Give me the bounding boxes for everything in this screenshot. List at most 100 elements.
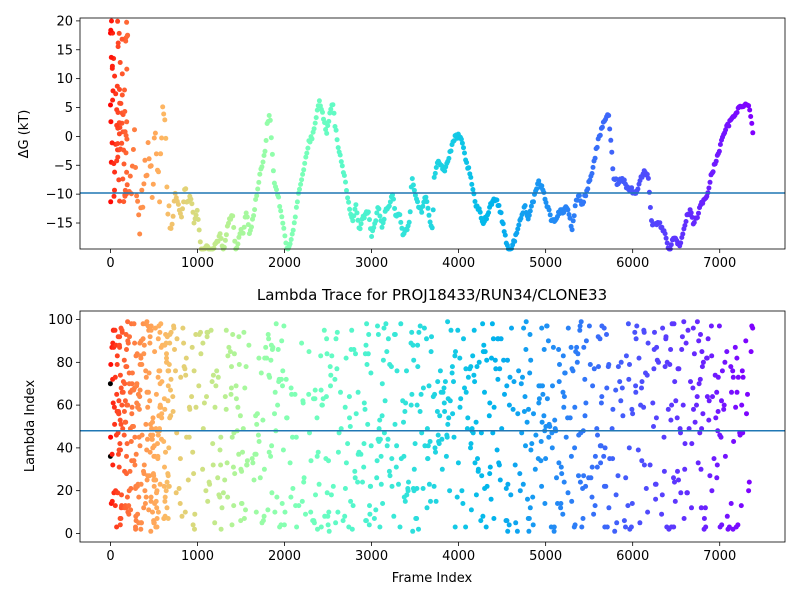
lambda-trace-point <box>568 344 574 350</box>
lambda-trace-point <box>144 319 150 325</box>
lambda-trace-point <box>577 479 583 485</box>
lambda-trace-point <box>707 473 713 479</box>
lambda-trace-point <box>592 453 598 459</box>
lambda-trace-point <box>447 488 453 494</box>
delta-g-point <box>498 210 504 216</box>
delta-g-point <box>599 124 605 130</box>
lambda-trace-point <box>690 385 696 391</box>
lambda-trace-point <box>582 376 588 382</box>
delta-g-point <box>404 227 410 233</box>
lambda-trace-point <box>691 406 696 412</box>
lambda-trace-point <box>123 419 129 425</box>
delta-g-point <box>115 18 121 24</box>
lambda-trace-point <box>668 347 674 352</box>
lambda-trace-point <box>432 445 438 451</box>
lambda-trace-point <box>470 430 476 436</box>
delta-g-point <box>111 193 117 199</box>
lambda-trace-point <box>281 323 287 329</box>
lambda-trace-point <box>268 357 274 363</box>
delta-g-point <box>373 218 379 224</box>
lambda-trace-point <box>142 501 148 506</box>
lambda-trace-point <box>140 336 146 342</box>
lambda-trace-point <box>547 424 553 429</box>
lambda-trace-point <box>735 522 741 528</box>
lambda-trace-point <box>550 383 555 389</box>
lambda-trace-point <box>645 340 651 346</box>
lambda-trace-point <box>269 490 275 496</box>
lambda-trace-y-tick-label: 0 <box>65 527 73 542</box>
lambda-trace-point <box>122 381 128 387</box>
lambda-trace-point <box>154 524 160 530</box>
lambda-trace-point <box>155 432 161 438</box>
lambda-trace-point <box>151 520 157 526</box>
delta-g-point <box>230 213 236 219</box>
lambda-trace-point <box>275 347 281 352</box>
lambda-trace-point <box>270 344 276 350</box>
delta-g-point <box>193 212 199 218</box>
lambda-trace-point <box>698 505 704 511</box>
lambda-trace-point <box>591 511 597 517</box>
delta-g-point <box>112 73 118 79</box>
lambda-trace-point <box>629 501 635 506</box>
delta-g-point <box>337 152 343 158</box>
lambda-trace-point <box>209 379 215 385</box>
delta-g-point <box>644 171 650 177</box>
delta-g-point <box>189 201 195 207</box>
delta-g-point <box>135 198 141 204</box>
lambda-trace-point <box>620 413 626 419</box>
lambda-trace-point <box>721 402 727 408</box>
delta-g-point <box>723 127 729 133</box>
lambda-trace-point <box>603 483 609 489</box>
delta-g-point <box>157 199 163 205</box>
delta-g-point <box>166 203 172 209</box>
delta-g-point <box>419 209 425 215</box>
lambda-trace-point <box>253 451 259 457</box>
lambda-trace-point <box>246 342 252 348</box>
delta-g-point <box>657 220 663 226</box>
lambda-trace-point <box>425 456 431 462</box>
delta-g-point <box>240 230 246 236</box>
lambda-trace-point <box>714 389 720 395</box>
delta-g-point <box>526 212 532 218</box>
delta-g-point <box>158 151 164 157</box>
delta-g-point <box>150 181 156 187</box>
lambda-trace-point <box>157 481 163 487</box>
lambda-trace-point <box>468 507 474 513</box>
lambda-trace-point <box>254 411 260 417</box>
lambda-trace-point <box>375 323 380 329</box>
lambda-trace-x-tick-label: 7000 <box>703 549 736 564</box>
lambda-trace-point <box>461 336 466 342</box>
delta-g-point <box>163 135 169 141</box>
delta-g-point <box>139 187 145 193</box>
lambda-trace-point <box>581 473 587 479</box>
lambda-trace-point <box>694 394 700 400</box>
lambda-trace-point <box>268 453 274 459</box>
delta-g-point <box>124 169 130 175</box>
lambda-trace-point <box>630 411 636 417</box>
lambda-trace-point <box>510 406 516 412</box>
lambda-trace-point <box>551 524 557 530</box>
lambda-trace-point <box>136 494 142 500</box>
lambda-trace-point <box>363 518 369 524</box>
delta-g-point <box>397 212 403 218</box>
lambda-trace-point <box>165 383 171 389</box>
lambda-trace-point <box>208 327 214 333</box>
delta-g-point <box>424 199 430 205</box>
lambda-trace-point <box>440 389 446 395</box>
lambda-trace-point <box>393 464 399 470</box>
lambda-trace-point <box>520 481 526 487</box>
lambda-trace-point <box>733 404 739 410</box>
delta-g-y-tick-label: 5 <box>65 101 73 116</box>
lambda-trace-point <box>572 522 578 528</box>
lambda-trace-point <box>163 488 169 494</box>
lambda-trace-point <box>492 357 498 363</box>
lambda-trace-point <box>521 325 527 331</box>
lambda-trace-point <box>588 475 594 481</box>
lambda-trace-point <box>162 498 168 504</box>
delta-g-point <box>420 203 426 209</box>
lambda-trace-point <box>280 383 285 389</box>
lambda-trace-point <box>507 374 513 380</box>
delta-g-point <box>276 194 282 200</box>
delta-g-point <box>371 225 377 231</box>
lambda-trace-point <box>459 488 465 494</box>
